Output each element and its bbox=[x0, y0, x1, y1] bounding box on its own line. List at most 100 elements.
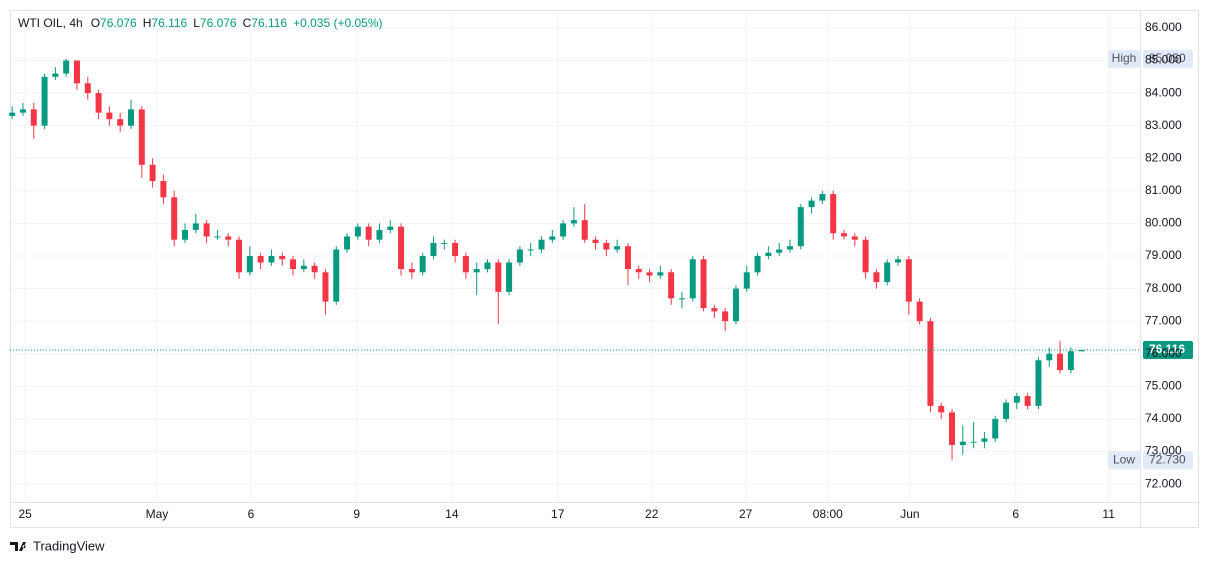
x-tick-label: 6 bbox=[248, 507, 255, 521]
x-tick-label: Jun bbox=[900, 507, 919, 521]
marker-name-badge bbox=[1108, 49, 1140, 68]
candle-body bbox=[441, 242, 448, 244]
candle-body bbox=[1067, 351, 1074, 371]
candle-body bbox=[300, 265, 307, 270]
candle-body bbox=[41, 76, 48, 126]
candle-body bbox=[290, 259, 297, 270]
legend-key: O bbox=[91, 16, 100, 30]
candle-body bbox=[603, 242, 610, 250]
candle-body bbox=[700, 259, 707, 309]
candle-body bbox=[797, 207, 804, 247]
candle-body bbox=[106, 112, 113, 120]
candle-body bbox=[570, 220, 577, 224]
candle-body bbox=[214, 236, 221, 238]
candle-body bbox=[246, 256, 253, 273]
candle-body bbox=[1003, 402, 1010, 419]
candle-body bbox=[398, 226, 405, 270]
candle-body bbox=[1057, 353, 1064, 371]
marker-value-badge bbox=[1143, 49, 1193, 68]
candle-body bbox=[981, 438, 988, 442]
candle-body bbox=[732, 288, 739, 322]
candle-body bbox=[527, 249, 534, 251]
chart-frame bbox=[10, 10, 1199, 528]
candle-body bbox=[484, 262, 491, 270]
candle-body bbox=[9, 112, 16, 116]
candle-body bbox=[1046, 353, 1053, 361]
candle-body bbox=[160, 181, 167, 198]
candle-body bbox=[689, 259, 696, 299]
candle-body bbox=[592, 239, 599, 243]
candle-body bbox=[722, 311, 729, 322]
candle-body bbox=[19, 109, 26, 113]
marker-value: 85.050 bbox=[1149, 51, 1186, 65]
candle-body bbox=[959, 441, 966, 445]
x-tick-label: 22 bbox=[645, 507, 659, 521]
candle-body bbox=[376, 229, 383, 240]
candle-body bbox=[225, 236, 232, 240]
candle-body bbox=[495, 262, 502, 292]
candle-body bbox=[506, 262, 513, 292]
overlays: 76.116 High 85.050 Low 72.730 bbox=[10, 49, 1193, 470]
candle-body bbox=[754, 256, 761, 273]
y-tick-label: 78.000 bbox=[1145, 281, 1182, 295]
y-tick-label: 86.000 bbox=[1145, 20, 1182, 34]
candle-body bbox=[192, 223, 199, 230]
x-tick-label: May bbox=[146, 507, 169, 521]
candle-body bbox=[819, 194, 826, 201]
legend-change: +0.035 (+0.05%) bbox=[293, 16, 382, 30]
candle-body bbox=[776, 249, 783, 253]
candle-body bbox=[84, 83, 91, 94]
candle-body bbox=[236, 239, 243, 273]
candle-body bbox=[452, 242, 459, 256]
y-tick-label: 74.000 bbox=[1145, 411, 1182, 425]
chart-header: WTI OIL, 4h O76.076 H76.116 L76.076 C76.116 +… bbox=[18, 16, 383, 30]
candle-body bbox=[895, 259, 902, 263]
candle-body bbox=[840, 233, 847, 237]
candle-body bbox=[992, 418, 999, 439]
legend-value: 76.076 bbox=[200, 16, 237, 30]
marker-name: Low bbox=[1113, 452, 1135, 466]
y-tick-label: 77.000 bbox=[1145, 313, 1182, 327]
candle-body bbox=[743, 272, 750, 289]
x-tick-label: 9 bbox=[353, 507, 360, 521]
y-tick-label: 84.000 bbox=[1145, 85, 1182, 99]
legend-key: H bbox=[143, 16, 152, 30]
y-tick-label: 75.000 bbox=[1145, 379, 1182, 393]
candle-body bbox=[830, 194, 837, 234]
x-tick-label: 11 bbox=[1102, 507, 1115, 521]
candle-body bbox=[419, 256, 426, 273]
candle-body bbox=[581, 220, 588, 240]
candle-body bbox=[52, 73, 59, 77]
candle-body bbox=[646, 272, 653, 276]
legend-key: L bbox=[193, 16, 200, 30]
y-tick-label: 82.000 bbox=[1145, 150, 1182, 164]
candle-body bbox=[916, 301, 923, 322]
candle-body bbox=[279, 256, 286, 260]
candle-body bbox=[473, 269, 480, 273]
marker-value: 72.730 bbox=[1149, 452, 1186, 466]
candle-body bbox=[1024, 396, 1031, 406]
candle-body bbox=[462, 256, 469, 273]
candle-body bbox=[138, 109, 145, 165]
candle-body bbox=[73, 60, 80, 84]
brand-logo: TradingView bbox=[10, 538, 105, 553]
y-tick-label: 83.000 bbox=[1145, 118, 1182, 132]
candle-body bbox=[63, 60, 70, 74]
x-tick-label: 17 bbox=[551, 507, 565, 521]
marker-name: High bbox=[1112, 51, 1137, 65]
x-tick-label: 14 bbox=[445, 507, 459, 521]
y-tick-label: 76.000 bbox=[1145, 346, 1182, 360]
x-tick-label: 08:00 bbox=[813, 507, 843, 521]
y-tick-label: 72.000 bbox=[1145, 476, 1182, 490]
marker-value-badge bbox=[1143, 451, 1193, 470]
last-price-label: 76.116 bbox=[1149, 342, 1185, 356]
candle-body bbox=[970, 441, 977, 443]
candle-body bbox=[635, 269, 642, 273]
candle-body bbox=[873, 272, 880, 283]
y-tick-label: 80.000 bbox=[1145, 216, 1182, 230]
candle-body bbox=[560, 223, 567, 237]
x-tick-label: 25 bbox=[18, 507, 32, 521]
candle-body bbox=[430, 242, 437, 256]
candle-body bbox=[182, 229, 189, 240]
